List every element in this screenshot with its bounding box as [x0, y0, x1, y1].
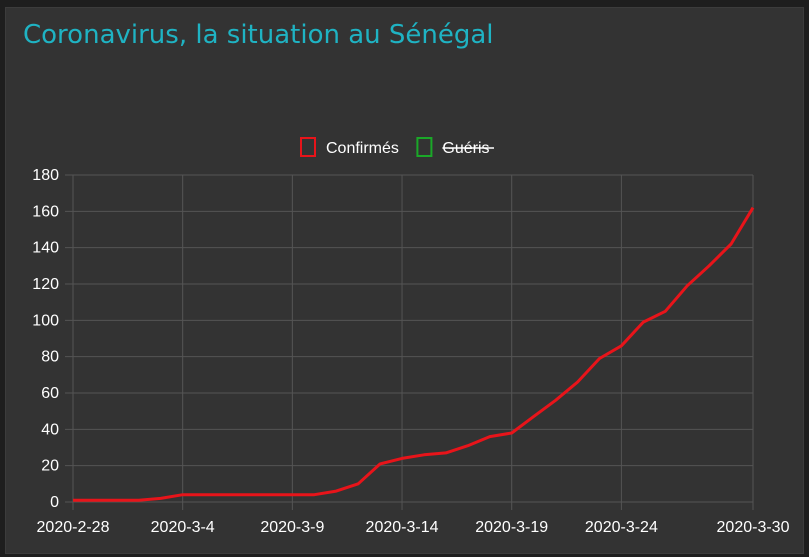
y-tick-label: 40	[41, 421, 59, 438]
y-tick-label: 180	[32, 167, 59, 184]
x-tick-label: 2020-3-4	[151, 519, 215, 536]
legend-label-0[interactable]: Confirmés	[326, 140, 399, 157]
line-chart: 0 20 40 60 80 100 120 140 160 180 2020-2-28 2020-3-…	[32, 137, 790, 536]
x-tick-label: 2020-3-24	[585, 519, 658, 536]
page-title: Coronavirus, la situation au Sénégal	[23, 20, 494, 50]
y-tick-label: 140	[32, 240, 59, 257]
y-tick-label: 120	[32, 276, 59, 293]
legend-swatch-0[interactable]	[300, 137, 316, 157]
y-tick-label: 0	[50, 494, 59, 511]
y-tick-label: 160	[32, 203, 59, 220]
x-tick-label: 2020-3-30	[717, 519, 790, 536]
x-tick-label: 2020-2-28	[37, 519, 110, 536]
y-tick-label: 60	[41, 385, 59, 402]
y-tick-label: 100	[32, 312, 59, 329]
y-tick-label: 80	[41, 349, 59, 366]
legend-swatch-1[interactable]	[416, 137, 433, 157]
series-line-confirmes	[73, 206, 755, 502]
x-tick-label: 2020-3-9	[260, 519, 324, 536]
y-tick-label: 20	[41, 458, 59, 475]
x-tick-label: 2020-3-14	[366, 519, 439, 536]
x-tick-label: 2020-3-19	[475, 519, 548, 536]
chart-card: Coronavirus, la situation au Sénégal 0 20…	[5, 7, 804, 554]
